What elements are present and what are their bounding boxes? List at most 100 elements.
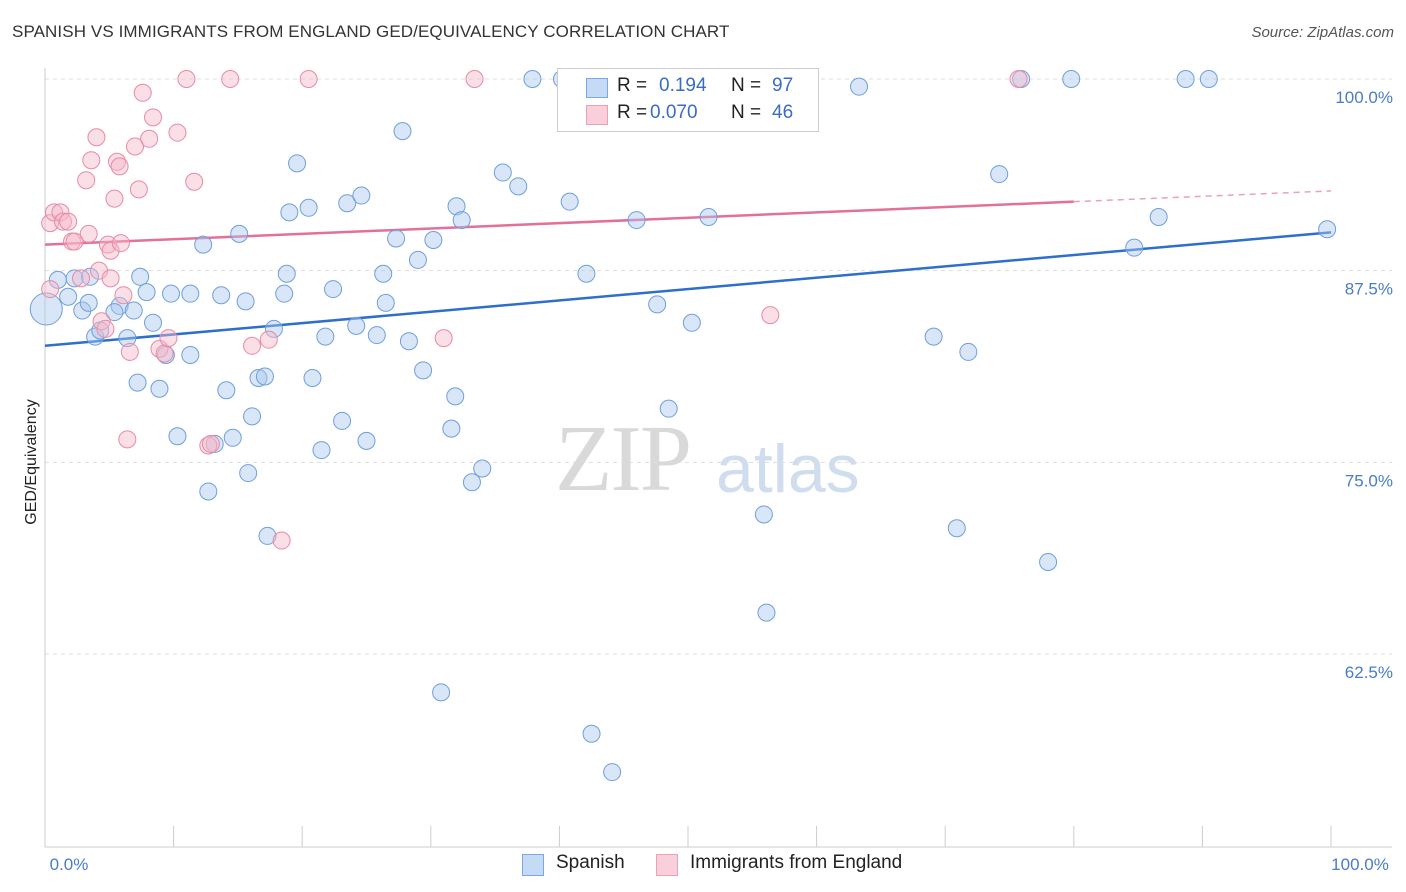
spanish-point	[376, 293, 395, 312]
spanish-point	[387, 229, 406, 248]
spanish-point	[1176, 70, 1195, 88]
spanish-point	[699, 208, 718, 226]
spanish-point	[162, 284, 181, 303]
england-point	[155, 344, 174, 363]
england-point	[434, 329, 453, 348]
spanish-point	[659, 399, 678, 418]
england-point	[45, 203, 64, 222]
y-axis-label: GED/Equivalency	[23, 399, 40, 524]
spanish-point	[493, 163, 512, 182]
england-point	[1009, 70, 1028, 88]
england-point	[120, 342, 139, 361]
spanish-point	[205, 434, 224, 453]
x-tick-label-right: 100.0%	[1331, 855, 1389, 874]
spanish-point	[312, 441, 331, 460]
england-point	[761, 306, 780, 325]
legend-swatch-spanish	[586, 78, 608, 98]
england-trend-extension	[1073, 190, 1332, 203]
spanish-point	[560, 192, 579, 211]
england-point	[259, 330, 278, 349]
x-tick-label-left: 0.0%	[50, 855, 89, 874]
y-tick-label: 62.5%	[1345, 663, 1393, 682]
spanish-point	[131, 267, 150, 286]
spanish-point	[303, 369, 322, 387]
spanish-point	[1039, 553, 1058, 571]
spanish-point	[523, 70, 542, 88]
spanish-point	[509, 177, 528, 196]
spanish-point	[29, 292, 63, 326]
spanish-point	[582, 724, 601, 743]
legend-r-value-england: 0.070	[650, 102, 698, 123]
legend-r-label: R =	[617, 102, 648, 123]
spanish-point	[1149, 208, 1168, 226]
england-point	[272, 531, 291, 550]
spanish-point	[367, 326, 386, 345]
spanish-point	[243, 407, 262, 426]
tick-labels: 100.0% 87.5% 75.0% 62.5% 0.0% 100.0%	[50, 88, 1393, 874]
spanish-point	[212, 286, 231, 305]
spanish-point	[81, 267, 100, 286]
spanish-point	[432, 683, 451, 702]
england-point	[65, 232, 84, 251]
england-point	[126, 137, 145, 156]
spanish-point	[446, 387, 465, 406]
axes	[44, 68, 1392, 848]
spanish-point	[408, 250, 427, 269]
bottom-legend-label-spanish: Spanish	[556, 852, 625, 873]
spanish-point	[393, 122, 412, 141]
england-point	[465, 70, 484, 88]
spanish-point	[447, 197, 466, 216]
england-point	[41, 280, 60, 299]
england-point	[177, 70, 196, 88]
legend-r-label: R =	[617, 75, 648, 96]
spanish-point	[137, 283, 156, 302]
spanish-point	[255, 367, 274, 386]
legend-n-label: N =	[731, 75, 762, 96]
england-point	[168, 123, 187, 142]
england-point	[96, 319, 115, 338]
legend-n-value-spanish: 97	[772, 75, 794, 96]
england-point	[79, 224, 98, 243]
spanish-point	[230, 224, 249, 243]
y-tick-label: 87.5%	[1345, 280, 1393, 299]
spanish-point	[128, 373, 147, 392]
spanish-point	[316, 327, 335, 346]
spanish-point	[1125, 238, 1144, 257]
spanish-point	[627, 211, 646, 230]
spanish-point	[352, 186, 371, 205]
spanish-point	[280, 203, 299, 222]
spanish-point	[1199, 70, 1218, 88]
spanish-point	[124, 301, 143, 320]
spanish-point	[452, 211, 471, 230]
spanish-point	[275, 284, 294, 303]
bottom-legend-swatch-england	[656, 854, 678, 876]
spanish-point	[338, 194, 357, 213]
spanish-point	[258, 526, 277, 545]
spanish-point	[144, 313, 163, 332]
source-label: Source: ZipAtlas.com	[1251, 24, 1394, 41]
spanish-point	[118, 329, 137, 348]
spanish-point	[1062, 70, 1081, 88]
spanish-point	[462, 473, 481, 492]
legend-r-value-spanish: 0.194	[659, 75, 707, 96]
spanish-point	[199, 482, 218, 501]
england-point	[118, 430, 137, 449]
watermark-zip: ZIP	[555, 407, 692, 511]
england-point	[77, 171, 96, 190]
england-point	[159, 329, 178, 348]
spanish-point	[577, 264, 596, 283]
england-point	[243, 336, 262, 355]
spanish-point	[277, 264, 296, 283]
spanish-point	[324, 280, 343, 299]
spanish-point	[288, 154, 307, 173]
spanish-point	[105, 303, 124, 322]
spanish-point	[59, 287, 78, 306]
correlation-legend: R = 0.194 N = 97 R = 0.070 N = 46	[557, 68, 819, 132]
spanish-point	[648, 295, 667, 314]
spanish-point	[374, 264, 393, 283]
england-point	[72, 269, 91, 288]
england-point	[87, 128, 106, 147]
spanish-point	[236, 292, 255, 311]
data-points	[29, 70, 1337, 782]
england-point	[129, 180, 148, 199]
